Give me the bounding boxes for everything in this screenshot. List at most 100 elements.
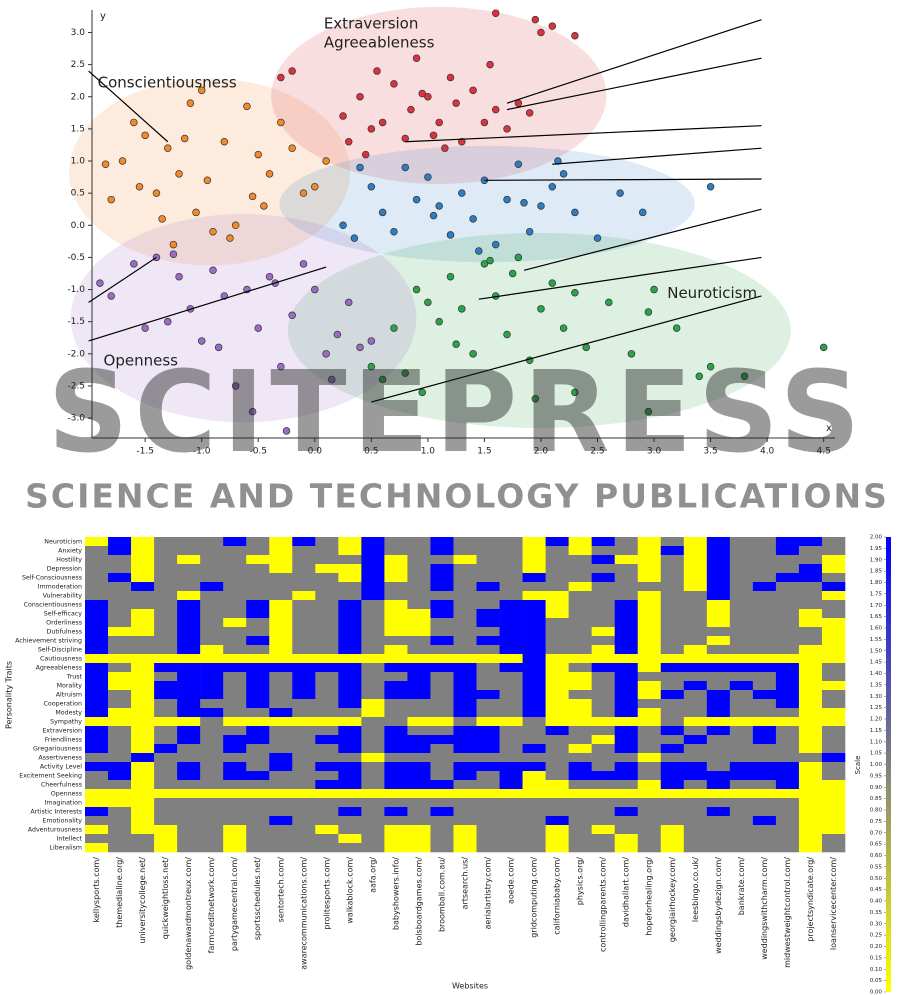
point (554, 157, 562, 165)
heatmap-cell (246, 699, 270, 709)
heatmap-cell (453, 672, 477, 682)
heatmap-cell (798, 654, 823, 664)
heatmap-cell (683, 555, 708, 565)
heatmap-cell (315, 573, 339, 583)
heatmap-cell (154, 816, 178, 826)
point (186, 99, 195, 107)
heatmap-cell (315, 699, 339, 709)
row-label: Depression (47, 566, 82, 573)
point (435, 118, 443, 127)
heatmap-cell (200, 708, 224, 718)
heatmap-cell (223, 708, 247, 718)
heatmap-cell (453, 573, 477, 583)
column-label: weddingswithcharm.com/ (760, 857, 769, 960)
heatmap-cell (315, 690, 339, 700)
row-label: Self-Discipline (38, 647, 82, 654)
heatmap-cell (85, 654, 109, 664)
heatmap-cell (361, 618, 385, 628)
colorbar-tick-label: 0.35 (870, 910, 883, 916)
heatmap-cell (545, 717, 569, 727)
heatmap-cell (660, 546, 685, 556)
heatmap-cell (568, 690, 592, 700)
heatmap-cell (683, 645, 708, 655)
heatmap-cell (85, 690, 109, 700)
heatmap-cell (292, 627, 316, 637)
heatmap-cell (269, 762, 293, 772)
heatmap-cell (292, 645, 316, 655)
heatmap-cell (706, 771, 731, 781)
heatmap-cell (407, 708, 431, 718)
heatmap-cell (683, 780, 708, 790)
heatmap-cell (154, 726, 178, 736)
heatmap-cell (246, 636, 270, 646)
point (169, 240, 178, 249)
heatmap-cell (131, 744, 155, 754)
heatmap-cell (154, 843, 178, 853)
heatmap-cell (683, 771, 708, 781)
heatmap-cell (223, 744, 247, 754)
heatmap-cell (706, 735, 731, 745)
heatmap-cell (223, 816, 247, 826)
heatmap-cell (798, 672, 823, 682)
heatmap-cell (637, 735, 662, 745)
heatmap-cell (499, 591, 523, 601)
heatmap-cell (384, 771, 408, 781)
heatmap-cell (476, 816, 500, 826)
heatmap-cell (568, 681, 592, 691)
heatmap-cell (361, 807, 385, 817)
heatmap-cell (476, 807, 500, 817)
heatmap-cell (246, 807, 270, 817)
heatmap-cell (614, 843, 639, 853)
heatmap-cell (660, 726, 685, 736)
heatmap-cell (453, 843, 477, 853)
trend-line (478, 256, 762, 300)
heatmap-cell (108, 591, 132, 601)
heatmap-cell (430, 735, 454, 745)
point (135, 182, 144, 191)
heatmap-cell (683, 699, 708, 709)
heatmap-cell (522, 699, 546, 709)
heatmap-cell (108, 753, 132, 763)
heatmap-cell (177, 816, 201, 826)
heatmap-cell (453, 771, 477, 781)
point (226, 234, 234, 242)
heatmap-cell (775, 789, 800, 799)
heatmap-cell (568, 789, 592, 799)
heatmap-cell (545, 573, 569, 583)
row-label: Cheerfulness (41, 782, 82, 789)
point (107, 292, 115, 300)
heatmap-cell (499, 735, 523, 745)
heatmap-cell (752, 771, 777, 781)
heatmap-cell (246, 618, 270, 628)
heatmap-cell (131, 726, 155, 736)
heatmap-cell (499, 717, 523, 727)
heatmap-cell (614, 618, 639, 628)
heatmap-cell (108, 789, 132, 799)
heatmap-cell (752, 609, 777, 619)
row-label: Altruism (56, 692, 82, 699)
heatmap-cell (131, 645, 155, 655)
heatmap-cell (706, 816, 731, 826)
heatmap-cell (200, 672, 224, 682)
column-label: aoede.com/ (507, 857, 516, 904)
heatmap-cell (568, 843, 592, 853)
heatmap-cell (223, 798, 247, 808)
colorbar-tick-label: 0.30 (870, 921, 883, 927)
heatmap-cell (338, 681, 362, 691)
point (164, 317, 172, 326)
trend-line (506, 57, 762, 111)
heatmap-cell (453, 789, 477, 799)
heatmap-cell (545, 843, 569, 853)
heatmap-cell (108, 708, 132, 718)
column-label: kellysports.com/ (92, 857, 101, 923)
point (424, 173, 432, 181)
heatmap-cell (407, 717, 431, 727)
heatmap-cell (200, 618, 224, 628)
heatmap-cell (568, 816, 592, 826)
column-label: sentortech.com/ (276, 857, 285, 923)
heatmap-cell (361, 627, 385, 637)
heatmap-cell (269, 780, 293, 790)
column-label: georgiairhockey.com/ (668, 857, 677, 942)
row-label: Excitement Seeking (19, 773, 82, 780)
heatmap-cell (384, 672, 408, 682)
